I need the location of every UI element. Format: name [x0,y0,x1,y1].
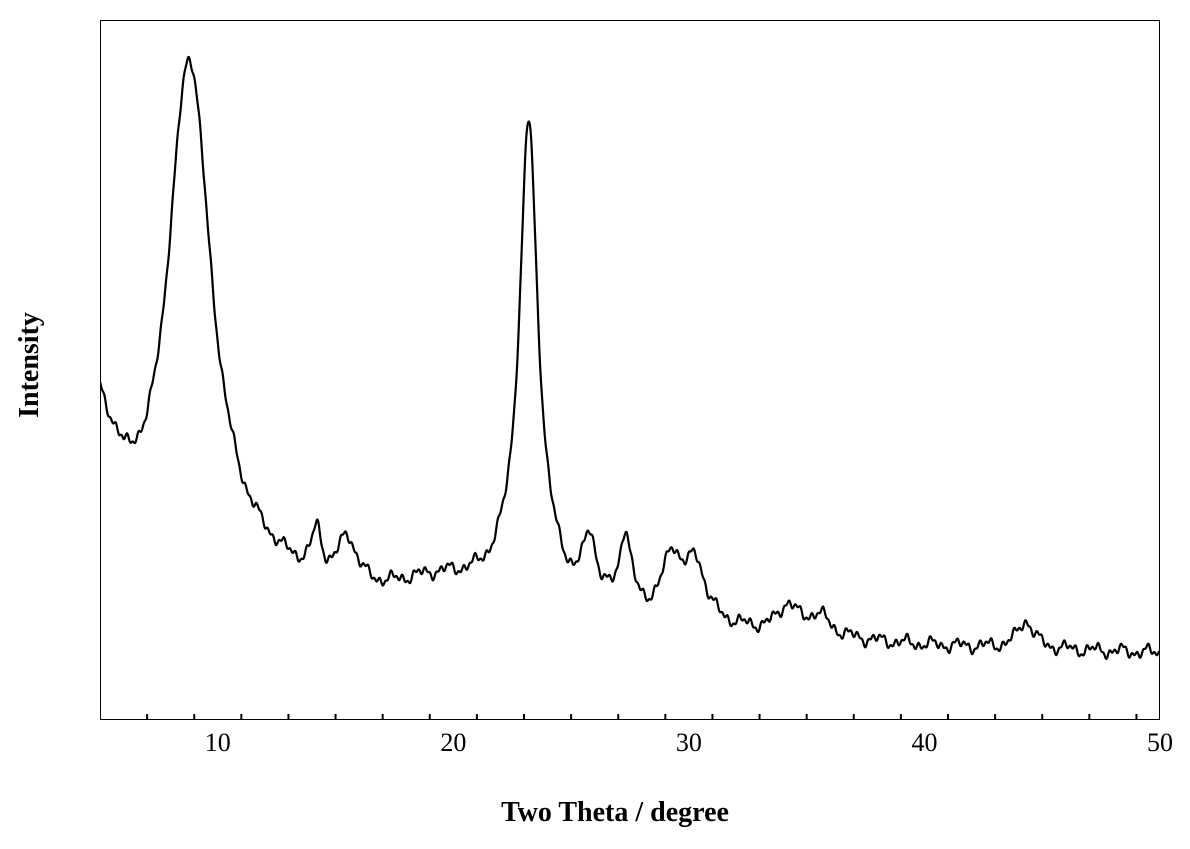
x-axis-label: Two Theta / degree [60,797,1170,829]
x-tick-label: 40 [911,728,937,758]
x-tick-label: 50 [1147,728,1173,758]
y-axis-label-container: Intensity [0,0,60,729]
x-tick-label: 10 [205,728,231,758]
x-tick-label: 30 [676,728,702,758]
xrd-plot [100,20,1160,720]
figure-container: Intensity 10 20 30 40 50 Two Theta / degree [0,0,1190,849]
x-tick-label: 20 [440,728,466,758]
y-axis-label: Intensity [14,312,46,418]
